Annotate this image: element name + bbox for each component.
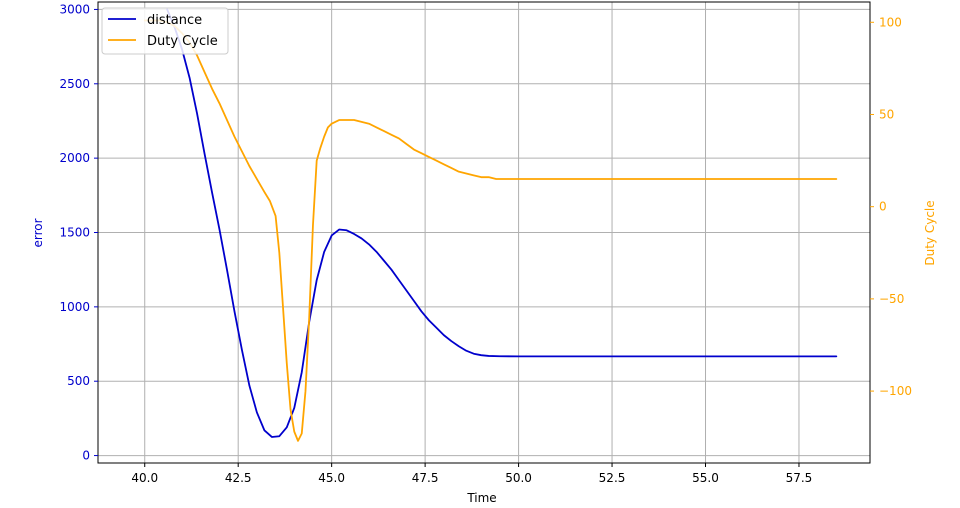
- series-layer: [143, 8, 838, 442]
- legend-label-duty-cycle: Duty Cycle: [147, 34, 218, 49]
- series-line-distance: [166, 8, 838, 438]
- left-y-tick-label: 2000: [59, 151, 90, 165]
- x-tick-label: 50.0: [505, 471, 532, 485]
- x-tick-label: 47.5: [412, 471, 439, 485]
- left-y-tick-label: 3000: [59, 2, 90, 16]
- right-axis-title: Duty Cycle: [923, 200, 937, 265]
- series-line-duty-cycle: [143, 19, 838, 442]
- x-tick-label: 57.5: [786, 471, 813, 485]
- x-axis-title: Time: [466, 491, 496, 505]
- left-y-tick-label: 1000: [59, 300, 90, 314]
- x-tick-label: 42.5: [225, 471, 252, 485]
- left-y-tick-label: 1500: [59, 226, 90, 240]
- legend-label-distance: distance: [147, 13, 202, 28]
- x-tick-label: 40.0: [131, 471, 158, 485]
- right-y-tick-label: 0: [879, 200, 887, 214]
- right-y-tick-label: −50: [879, 292, 904, 306]
- grid: [98, 2, 870, 463]
- right-y-tick-label: 100: [879, 15, 902, 29]
- left-y-tick-label: 500: [67, 374, 90, 388]
- x-tick-label: 45.0: [318, 471, 345, 485]
- left-axis-title: error: [31, 218, 45, 247]
- axes: 40.0 42.5 45.0 47.5 50.0 52.5 55.0 57.505001000…: [59, 1, 912, 485]
- right-y-tick-label: 50: [879, 107, 894, 121]
- left-y-tick-label: 0: [82, 449, 90, 463]
- legend: distance Duty Cycle: [101, 7, 229, 55]
- x-tick-label: 55.0: [692, 471, 719, 485]
- right-y-tick-label: −100: [879, 384, 912, 398]
- x-tick-label: 52.5: [599, 471, 626, 485]
- left-y-tick-label: 2500: [59, 77, 90, 91]
